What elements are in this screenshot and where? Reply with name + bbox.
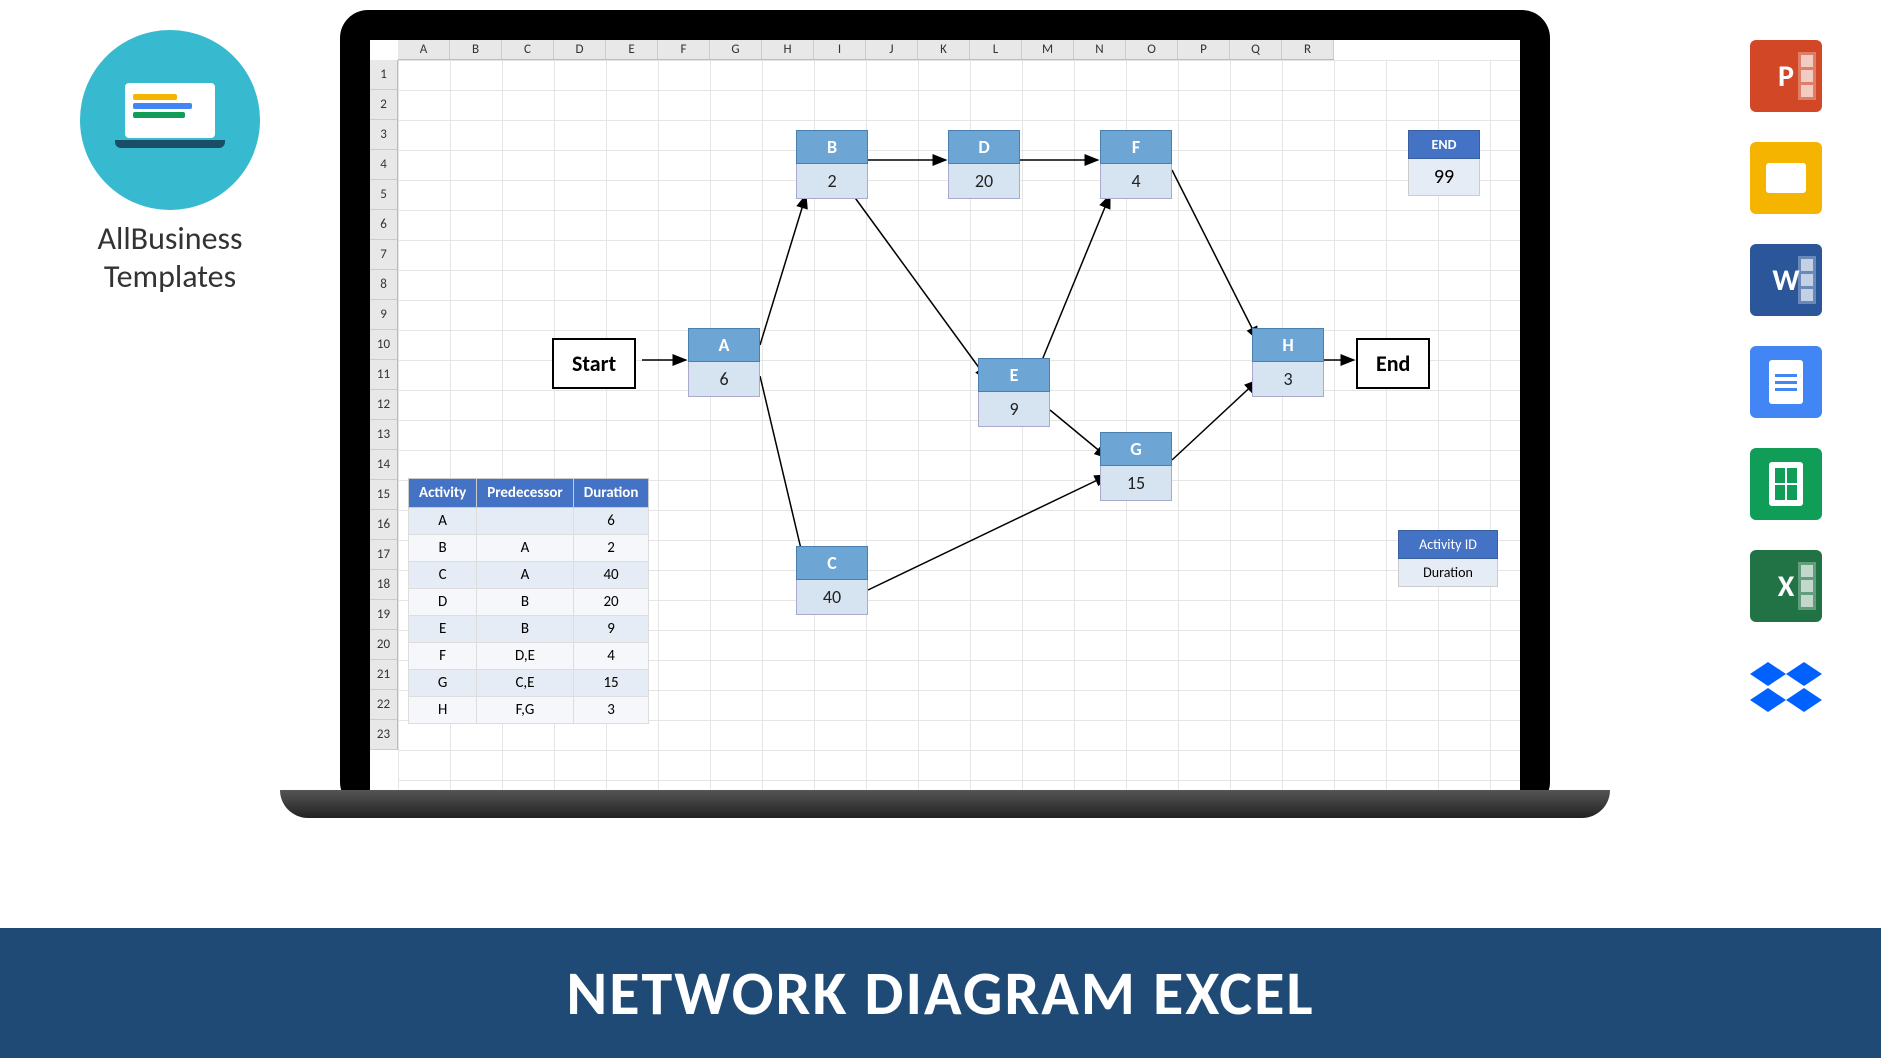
- row-header[interactable]: 3: [370, 120, 397, 150]
- row-header[interactable]: 19: [370, 600, 397, 630]
- column-headers: ABCDEFGHIJKLMNOPQR: [398, 40, 1334, 60]
- table-header: Predecessor: [477, 479, 574, 508]
- powerpoint-icon[interactable]: P: [1750, 40, 1822, 112]
- slides-icon[interactable]: [1750, 142, 1822, 214]
- laptop-base: [280, 790, 1610, 818]
- column-header[interactable]: R: [1282, 40, 1334, 59]
- row-header[interactable]: 14: [370, 450, 397, 480]
- logo-text: AllBusiness Templates: [40, 220, 300, 297]
- row-header[interactable]: 10: [370, 330, 397, 360]
- column-header[interactable]: F: [658, 40, 710, 59]
- banner-title: NETWORK DIAGRAM EXCEL: [566, 955, 1314, 1031]
- column-header[interactable]: Q: [1230, 40, 1282, 59]
- column-header[interactable]: D: [554, 40, 606, 59]
- column-header[interactable]: N: [1074, 40, 1126, 59]
- row-header[interactable]: 17: [370, 540, 397, 570]
- activity-node-a: A6: [688, 328, 760, 397]
- excel-icon[interactable]: X: [1750, 550, 1822, 622]
- column-header[interactable]: B: [450, 40, 502, 59]
- end-summary-box: END 99: [1408, 130, 1480, 196]
- column-header[interactable]: P: [1178, 40, 1230, 59]
- start-node: Start: [552, 338, 636, 389]
- column-header[interactable]: G: [710, 40, 762, 59]
- row-header[interactable]: 6: [370, 210, 397, 240]
- column-header[interactable]: H: [762, 40, 814, 59]
- sheets-icon[interactable]: [1750, 448, 1822, 520]
- column-header[interactable]: C: [502, 40, 554, 59]
- row-header[interactable]: 1: [370, 60, 397, 90]
- row-headers: 1234567891011121314151617181920212223: [370, 60, 398, 750]
- row-header[interactable]: 22: [370, 690, 397, 720]
- row-header[interactable]: 5: [370, 180, 397, 210]
- table-row: CA40: [409, 562, 649, 589]
- row-header[interactable]: 11: [370, 360, 397, 390]
- table-header: Duration: [573, 479, 649, 508]
- activity-node-b: B2: [796, 130, 868, 199]
- table-row: HF,G3: [409, 697, 649, 724]
- table-row: FD,E4: [409, 643, 649, 670]
- end-node: End: [1356, 338, 1430, 389]
- row-header[interactable]: 16: [370, 510, 397, 540]
- logo-section: AllBusiness Templates: [40, 30, 300, 297]
- activity-node-g: G15: [1100, 432, 1172, 501]
- table-row: GC,E15: [409, 670, 649, 697]
- row-header[interactable]: 8: [370, 270, 397, 300]
- laptop-icon: [115, 83, 225, 158]
- column-header[interactable]: I: [814, 40, 866, 59]
- activity-table: ActivityPredecessorDurationA6BA2CA40DB20…: [408, 478, 649, 724]
- table-row: BA2: [409, 535, 649, 562]
- spreadsheet-grid[interactable]: Start End A6 B2 C40 D20 E9 F4 G15 H3 END 99 Act…: [398, 60, 1520, 800]
- title-banner: NETWORK DIAGRAM EXCEL: [0, 928, 1881, 1058]
- activity-node-d: D20: [948, 130, 1020, 199]
- table-row: A6: [409, 508, 649, 535]
- row-header[interactable]: 13: [370, 420, 397, 450]
- dropbox-icon[interactable]: [1750, 652, 1822, 724]
- column-header[interactable]: L: [970, 40, 1022, 59]
- column-header[interactable]: E: [606, 40, 658, 59]
- activity-node-h: H3: [1252, 328, 1324, 397]
- column-header[interactable]: A: [398, 40, 450, 59]
- column-header[interactable]: O: [1126, 40, 1178, 59]
- column-header[interactable]: K: [918, 40, 970, 59]
- row-header[interactable]: 2: [370, 90, 397, 120]
- column-header[interactable]: M: [1022, 40, 1074, 59]
- row-header[interactable]: 20: [370, 630, 397, 660]
- app-icons-sidebar: P W X: [1741, 40, 1831, 724]
- row-header[interactable]: 23: [370, 720, 397, 750]
- table-header: Activity: [409, 479, 477, 508]
- legend-box: Activity ID Duration: [1398, 530, 1498, 587]
- logo-circle: [80, 30, 260, 210]
- activity-node-e: E9: [978, 358, 1050, 427]
- table-row: DB20: [409, 589, 649, 616]
- row-header[interactable]: 9: [370, 300, 397, 330]
- activity-node-f: F4: [1100, 130, 1172, 199]
- row-header[interactable]: 15: [370, 480, 397, 510]
- row-header[interactable]: 12: [370, 390, 397, 420]
- table-row: EB9: [409, 616, 649, 643]
- docs-icon[interactable]: [1750, 346, 1822, 418]
- excel-screen: ABCDEFGHIJKLMNOPQR 123456789101112131415…: [370, 40, 1520, 800]
- word-icon[interactable]: W: [1750, 244, 1822, 316]
- row-header[interactable]: 7: [370, 240, 397, 270]
- column-header[interactable]: J: [866, 40, 918, 59]
- row-header[interactable]: 18: [370, 570, 397, 600]
- row-header[interactable]: 4: [370, 150, 397, 180]
- row-header[interactable]: 21: [370, 660, 397, 690]
- laptop-mockup: ABCDEFGHIJKLMNOPQR 123456789101112131415…: [340, 10, 1550, 810]
- activity-node-c: C40: [796, 546, 868, 615]
